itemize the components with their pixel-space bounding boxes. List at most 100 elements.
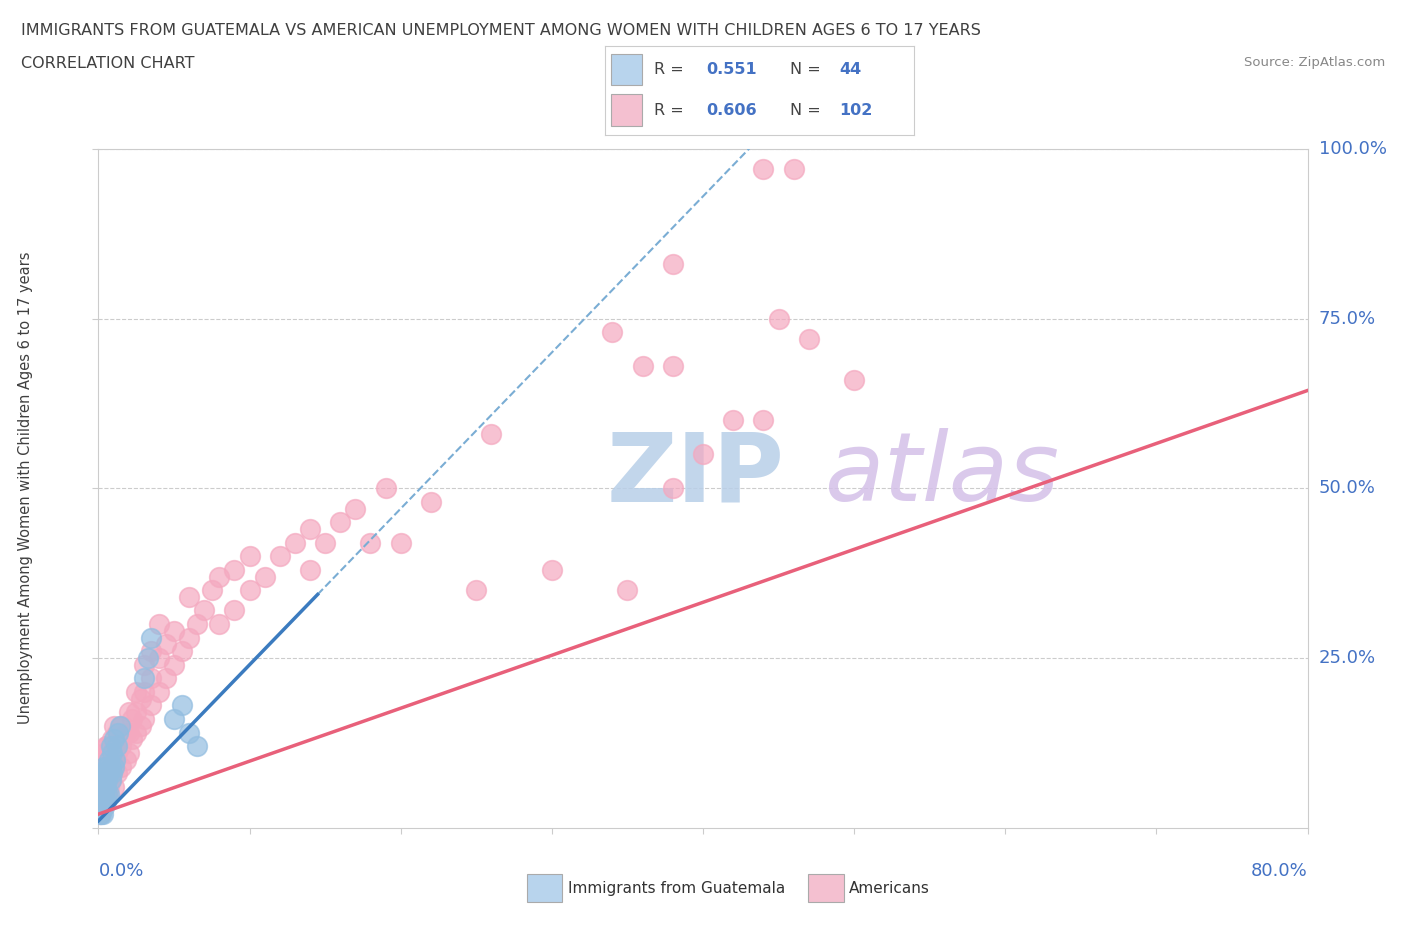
Point	[94, 738, 117, 753]
Text: Source: ZipAtlas.com: Source: ZipAtlas.com	[1244, 56, 1385, 69]
Point	[170, 644, 193, 658]
Point	[93, 746, 115, 761]
Point	[96, 787, 118, 802]
Point	[121, 732, 143, 747]
Point	[89, 793, 111, 808]
Text: 44: 44	[839, 62, 862, 77]
Point	[94, 752, 117, 767]
Point	[114, 725, 136, 740]
Point	[93, 787, 115, 802]
Point	[110, 759, 132, 774]
Point	[155, 671, 177, 685]
Point	[105, 746, 128, 761]
Point	[94, 779, 117, 794]
Point	[98, 746, 121, 761]
Point	[100, 738, 122, 753]
Point	[186, 738, 208, 753]
Point	[148, 617, 170, 631]
Point	[93, 759, 115, 774]
Point	[98, 779, 121, 794]
Point	[239, 549, 262, 564]
Point	[616, 582, 638, 598]
Point	[103, 759, 125, 774]
Point	[89, 806, 111, 821]
Point	[465, 582, 488, 598]
Point	[132, 658, 155, 672]
Point	[141, 644, 163, 658]
Point	[132, 684, 155, 699]
Text: Immigrants from Guatemala: Immigrants from Guatemala	[568, 881, 786, 896]
Point	[125, 684, 148, 699]
Point	[89, 779, 111, 794]
Point	[540, 563, 562, 578]
Point	[93, 787, 115, 802]
Text: 75.0%: 75.0%	[1319, 310, 1376, 327]
Point	[108, 718, 131, 733]
Point	[91, 806, 114, 821]
Point	[148, 651, 170, 666]
Point	[602, 325, 624, 339]
Point	[90, 787, 112, 802]
Point	[91, 793, 114, 808]
Point	[90, 766, 112, 781]
Text: R =: R =	[654, 62, 689, 77]
Point	[90, 787, 112, 802]
Point	[96, 773, 118, 788]
Point	[721, 413, 744, 428]
Point	[103, 732, 125, 747]
Point	[100, 759, 122, 774]
Point	[107, 725, 129, 740]
Text: 102: 102	[839, 102, 873, 117]
Point	[110, 718, 132, 733]
Point	[98, 766, 121, 781]
Point	[91, 766, 114, 781]
Point	[100, 773, 122, 788]
Point	[344, 501, 367, 516]
Point	[481, 427, 503, 442]
Point	[129, 718, 152, 733]
Point	[201, 582, 224, 598]
Point	[101, 732, 124, 747]
Point	[284, 535, 307, 550]
Point	[224, 563, 246, 578]
Point	[118, 705, 141, 720]
Point	[101, 766, 124, 781]
Point	[121, 711, 143, 726]
Point	[100, 738, 122, 753]
Point	[419, 495, 441, 510]
Point	[101, 752, 124, 767]
Point	[299, 522, 322, 537]
Point	[103, 718, 125, 733]
Point	[90, 779, 112, 794]
Point	[98, 787, 121, 802]
Point	[193, 603, 215, 618]
Point	[125, 705, 148, 720]
Text: CORRELATION CHART: CORRELATION CHART	[21, 56, 194, 71]
Point	[844, 372, 866, 387]
Text: 0.0%: 0.0%	[98, 861, 143, 880]
Point	[329, 515, 352, 530]
Point	[98, 752, 121, 767]
Text: 50.0%: 50.0%	[1319, 479, 1375, 498]
Point	[101, 746, 124, 761]
Point	[100, 773, 122, 788]
Point	[90, 773, 112, 788]
Point	[170, 698, 193, 713]
Text: 100.0%: 100.0%	[1319, 140, 1386, 158]
Point	[91, 752, 114, 767]
Point	[93, 800, 115, 815]
Point	[155, 637, 177, 652]
Point	[96, 773, 118, 788]
Point	[105, 725, 128, 740]
Point	[132, 711, 155, 726]
Point	[389, 535, 412, 550]
Bar	[610, 54, 641, 86]
Point	[136, 651, 159, 666]
Point	[89, 800, 111, 815]
Text: ZIP: ZIP	[606, 428, 785, 521]
Text: N =: N =	[790, 102, 827, 117]
Point	[114, 752, 136, 767]
Point	[105, 766, 128, 781]
Point	[177, 725, 201, 740]
Point	[90, 800, 112, 815]
